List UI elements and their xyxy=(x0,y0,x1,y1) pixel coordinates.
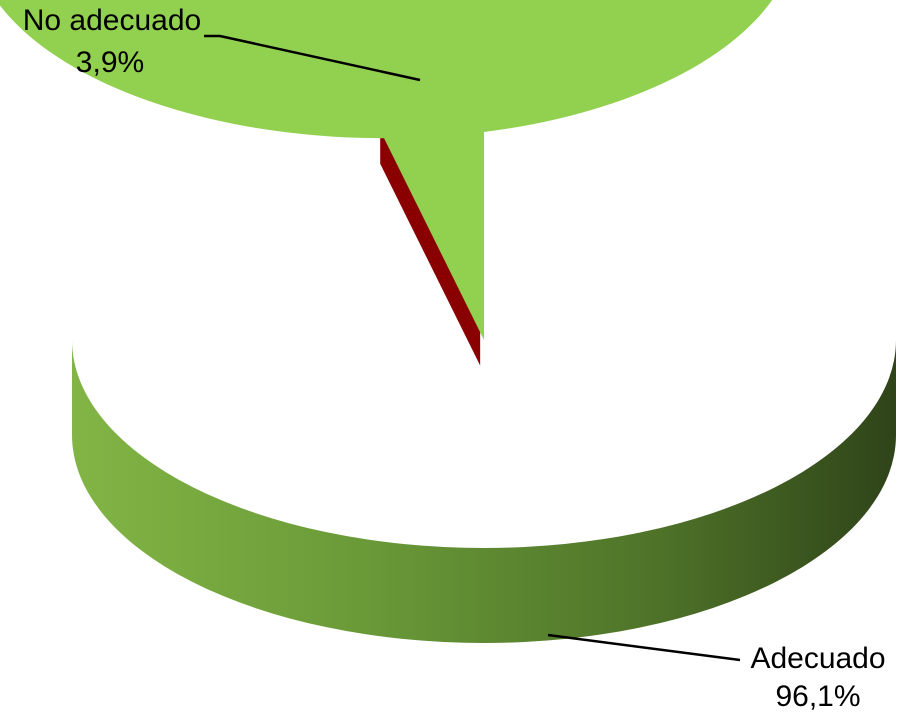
label-no-adecuado-name: No adecuado xyxy=(23,4,201,37)
leader-line-adecuado xyxy=(547,633,741,662)
slice-adecuado-side xyxy=(72,340,896,643)
slice-adecuado xyxy=(0,0,773,340)
label-adecuado-name: Adecuado xyxy=(750,642,885,675)
leader-line-no-adecuado xyxy=(204,34,421,82)
label-no-adecuado-value: 3,9% xyxy=(76,46,144,79)
label-adecuado-value: 96,1% xyxy=(775,680,860,712)
